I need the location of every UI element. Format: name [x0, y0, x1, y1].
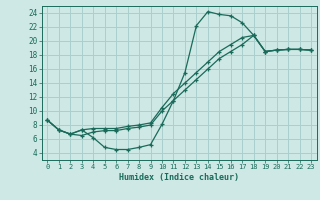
X-axis label: Humidex (Indice chaleur): Humidex (Indice chaleur)	[119, 173, 239, 182]
